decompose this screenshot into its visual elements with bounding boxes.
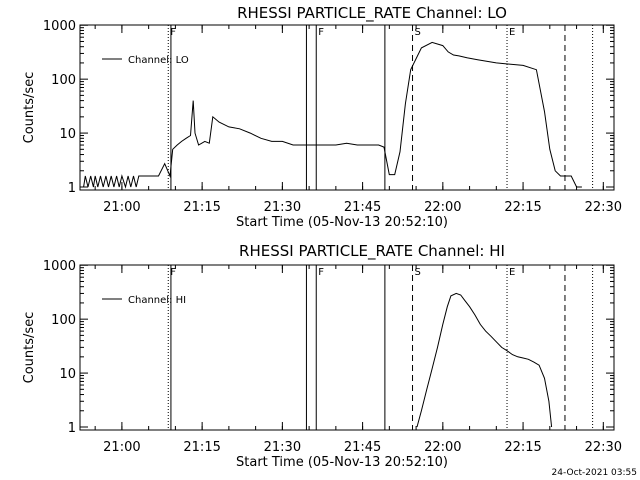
y-tick-label: 1000 — [43, 259, 76, 274]
x-tick-label: 21:45 — [344, 440, 381, 455]
x-tick-label: 22:00 — [424, 440, 461, 455]
event-marker-label: F — [170, 27, 176, 38]
y-tick-label: 10 — [59, 127, 76, 142]
plot-frame — [79, 264, 615, 431]
y-axis-label: Counts/sec — [22, 312, 37, 384]
x-tick-label: 21:30 — [264, 200, 301, 215]
plot-frame — [79, 24, 615, 191]
event-marker-label: F — [318, 267, 324, 278]
x-tick-label: 22:30 — [585, 440, 622, 455]
x-tick-label: 22:15 — [504, 200, 541, 215]
x-tick-label: 21:30 — [264, 440, 301, 455]
legend-label: Channel: HI — [128, 295, 186, 306]
event-marker-label: E — [509, 267, 515, 278]
x-axis-label: Start Time (05-Nov-13 20:52:10) — [236, 455, 448, 470]
event-marker-label: S — [415, 27, 421, 38]
event-marker-label: E — [509, 27, 515, 38]
x-tick-label: 21:15 — [183, 440, 220, 455]
y-axis-label: Counts/sec — [22, 72, 37, 144]
event-marker-label: S — [415, 267, 421, 278]
x-tick-label: 21:45 — [344, 200, 381, 215]
y-tick-label: 1 — [68, 421, 76, 436]
x-tick-label: 21:00 — [103, 200, 140, 215]
x-tick-label: 22:30 — [585, 200, 622, 215]
y-tick-label: 1 — [68, 181, 76, 196]
chart-title: RHESSI PARTICLE_RATE Channel: LO — [237, 4, 507, 23]
x-tick-label: 21:15 — [183, 200, 220, 215]
x-tick-label: 22:00 — [424, 200, 461, 215]
footer-timestamp: 24-Oct-2021 03:55 — [552, 468, 637, 478]
y-tick-label: 100 — [51, 313, 76, 328]
y-tick-label: 10 — [59, 367, 76, 382]
series-line — [83, 41, 582, 189]
event-marker-label: F — [318, 27, 324, 38]
x-axis-label: Start Time (05-Nov-13 20:52:10) — [236, 215, 448, 230]
legend-label: Channel: LO — [128, 55, 189, 66]
event-marker-label: F — [170, 267, 176, 278]
x-tick-label: 22:15 — [504, 440, 541, 455]
y-tick-label: 1000 — [43, 19, 76, 34]
x-tick-label: 21:00 — [103, 440, 140, 455]
series-line — [416, 292, 553, 428]
y-tick-label: 100 — [51, 73, 76, 88]
chart-title: RHESSI PARTICLE_RATE Channel: HI — [239, 242, 505, 261]
